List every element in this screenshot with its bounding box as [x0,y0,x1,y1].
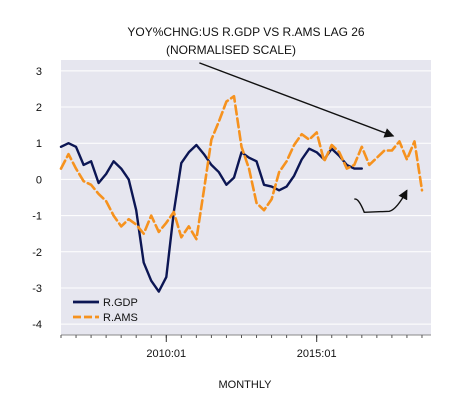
legend: R.GDP R.AMS [73,297,138,324]
x-axis-label: MONTHLY [219,379,273,391]
x-axis: 2010:01 2015:01 [60,334,431,360]
y-tick-label: 0 [36,174,42,186]
y-tick-label: -1 [32,211,42,223]
grid-lines [61,70,431,325]
annotation-group [199,62,408,214]
y-tick-label: -4 [32,319,42,331]
chart-title: YOY%CHNG:US R.GDP VS R.AMS LAG 26 [127,25,365,39]
series-group [59,94,424,293]
legend-label: R.AMS [103,312,138,324]
y-axis: 3 2 1 0 -1 -2 -3 -4 [32,66,42,331]
x-tick-label: 2015:01 [297,348,337,360]
y-tick-label: -2 [32,247,42,259]
y-tick-label: 1 [36,138,42,150]
series-line-r-gdp [59,142,363,293]
series-line-r-ams [59,94,424,241]
y-tick-label: 3 [36,66,42,78]
annotation-arrow [353,189,408,214]
annotation-arrow [199,62,395,138]
legend-label: R.GDP [103,297,138,309]
plot-area [61,60,431,335]
y-tick-label: 2 [36,102,42,114]
x-tick-label: 2010:01 [146,348,186,360]
chart-subtitle: (NORMALISED SCALE) [166,43,296,57]
y-tick-label: -3 [32,283,42,295]
